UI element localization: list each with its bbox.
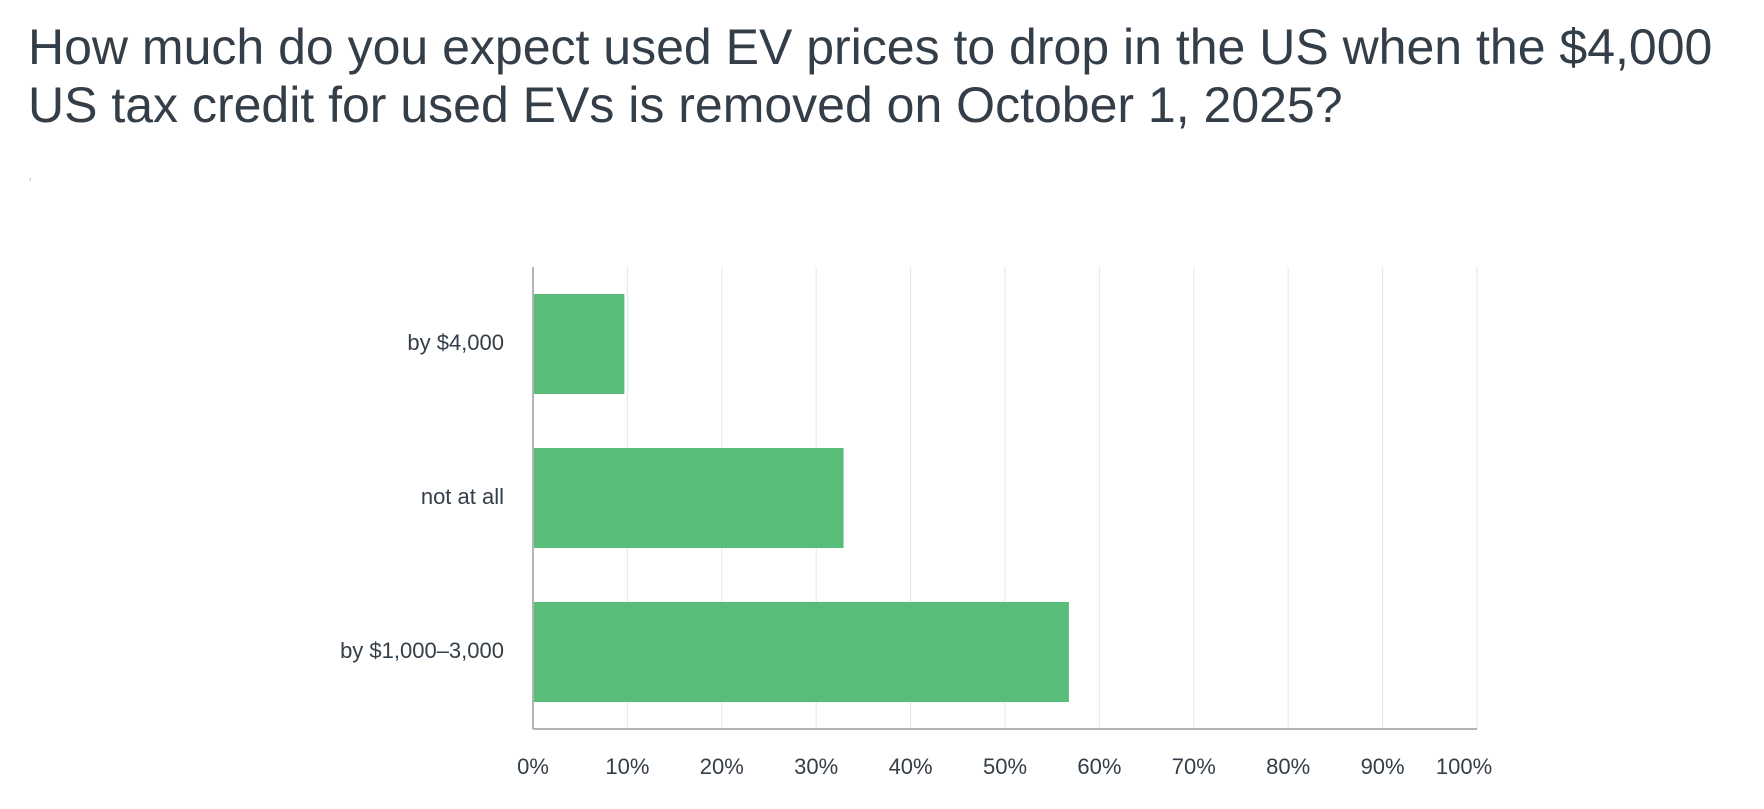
x-tick-label-10: 10% (605, 754, 649, 779)
x-tick-label-80: 80% (1266, 754, 1310, 779)
x-tick-label-60: 60% (1077, 754, 1121, 779)
x-tick-label-90: 90% (1361, 754, 1405, 779)
category-labels: by $4,000 not at all by $1,000–3,000 (340, 330, 504, 663)
chart-title: How much do you expect used EV prices to… (28, 19, 1713, 133)
x-tick-label-50: 50% (983, 754, 1027, 779)
x-tick-labels: 0% 10% 20% 30% 40% 50% 60% 70% 80% 90% 100% (517, 754, 1492, 779)
bar-1[interactable] (533, 448, 844, 548)
x-tick-label-70: 70% (1172, 754, 1216, 779)
x-tick-label-100: 100% (1436, 754, 1492, 779)
bars (533, 294, 1069, 702)
category-label-0: by $4,000 (407, 330, 504, 355)
subtitle-mark: ʻ (29, 177, 32, 189)
x-tick-label-0: 0% (517, 754, 549, 779)
bar-0[interactable] (533, 294, 625, 394)
x-tick-label-20: 20% (700, 754, 744, 779)
category-label-1: not at all (421, 484, 504, 509)
axes (532, 267, 1477, 730)
x-tick-label-40: 40% (889, 754, 933, 779)
bar-2[interactable] (533, 602, 1069, 702)
category-label-2: by $1,000–3,000 (340, 638, 504, 663)
x-tick-label-30: 30% (794, 754, 838, 779)
